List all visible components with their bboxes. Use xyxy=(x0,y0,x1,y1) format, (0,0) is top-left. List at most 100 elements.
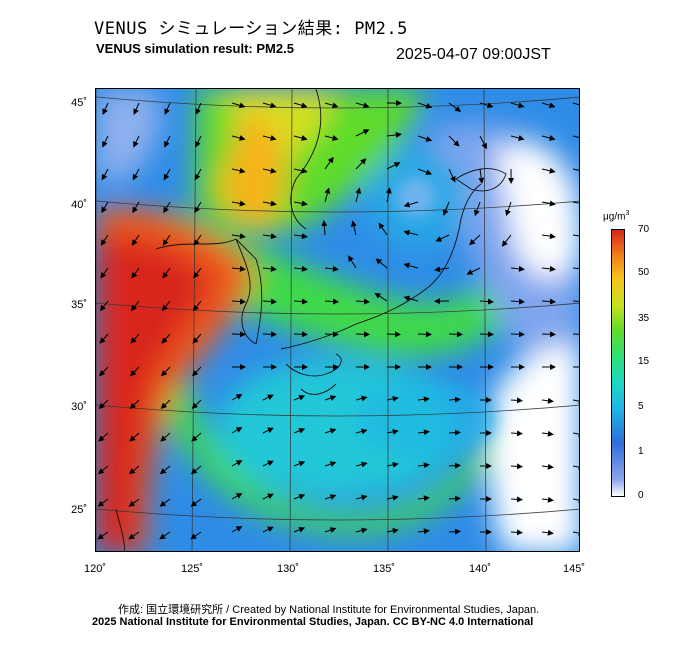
wind-arrow xyxy=(293,526,306,533)
wind-arrow xyxy=(572,168,579,171)
wind-arrow xyxy=(190,498,202,507)
wind-arrow xyxy=(131,234,140,246)
wind-arrow xyxy=(293,265,308,272)
wind-arrow xyxy=(159,465,171,475)
wind-arrow xyxy=(572,102,579,106)
wind-arrow xyxy=(386,527,399,534)
wind-arrow xyxy=(417,462,430,469)
wind-arrow xyxy=(231,427,243,434)
wind-arrow xyxy=(541,529,554,536)
colorbar-tick: 1 xyxy=(638,446,644,457)
wind-arrow xyxy=(324,527,337,533)
wind-arrow xyxy=(541,167,556,174)
wind-arrow xyxy=(378,222,388,236)
wind-arrow xyxy=(97,498,109,507)
wind-arrow xyxy=(293,233,308,240)
wind-arrow xyxy=(324,156,334,170)
wind-arrow xyxy=(130,300,140,312)
wind-arrow xyxy=(128,531,140,540)
wind-arrow xyxy=(572,333,579,335)
wind-arrow xyxy=(262,526,274,533)
wind-arrow xyxy=(417,429,430,436)
wind-arrow xyxy=(162,234,171,246)
title-english: VENUS simulation result: PM2.5 xyxy=(96,41,294,56)
wind-arrow xyxy=(403,295,419,302)
wind-arrow xyxy=(231,331,246,338)
wind-arrow xyxy=(386,428,399,435)
wind-arrow xyxy=(541,233,556,240)
wind-arrow xyxy=(262,460,274,467)
wind-arrow xyxy=(262,102,277,109)
wind-arrow xyxy=(98,432,109,442)
wind-arrow xyxy=(448,135,460,147)
wind-arrow xyxy=(190,465,202,475)
wind-arrow xyxy=(355,129,370,137)
wind-arrow xyxy=(386,461,399,468)
wind-arrow xyxy=(99,300,109,312)
wind-arrow xyxy=(417,396,430,403)
wind-arrow xyxy=(386,395,399,402)
wind-arrow xyxy=(159,498,171,507)
wind-arrow xyxy=(293,200,308,207)
wind-arrow xyxy=(435,234,450,242)
wind-arrow xyxy=(162,267,171,279)
wind-arrow xyxy=(262,135,277,141)
wind-arrow xyxy=(262,167,277,174)
wind-arrow xyxy=(505,201,512,217)
lon-label-125: 125˚ xyxy=(180,563,204,575)
wind-arrow xyxy=(355,102,370,109)
wind-arrow xyxy=(97,531,109,540)
wind-arrow xyxy=(129,399,140,409)
wind-arrow xyxy=(231,265,246,272)
wind-arrow xyxy=(324,298,339,305)
wind-arrow xyxy=(159,531,171,540)
wind-arrow xyxy=(355,461,368,468)
wind-arrow xyxy=(321,220,328,236)
wind-arrow xyxy=(102,135,109,148)
wind-arrow xyxy=(403,201,419,208)
wind-arrow xyxy=(572,201,579,204)
wind-arrow xyxy=(355,428,368,435)
wind-arrow xyxy=(510,298,525,305)
wind-arrow xyxy=(192,333,202,344)
wind-arrow xyxy=(163,201,171,214)
wind-arrow xyxy=(128,498,140,507)
wind-arrow xyxy=(164,135,171,148)
lat-label-30: 30˚ xyxy=(71,401,87,413)
wind-arrow xyxy=(190,531,202,540)
wind-arrow xyxy=(324,494,337,500)
wind-arrow xyxy=(100,234,109,246)
wind-arrow xyxy=(541,430,554,437)
title-japanese: VENUS シミュレーション結果: PM2.5 xyxy=(94,19,408,39)
wind-arrow xyxy=(448,331,463,338)
wind-arrow xyxy=(97,465,109,475)
wind-arrow xyxy=(541,463,554,470)
wind-arrow xyxy=(293,167,308,174)
wind-arrow xyxy=(128,465,140,475)
wind-arrow xyxy=(479,135,487,150)
wind-arrow xyxy=(131,267,140,279)
colorbar-tick: 50 xyxy=(638,267,650,278)
wind-arrow xyxy=(466,267,481,275)
wind-arrow xyxy=(191,399,202,409)
colorbar-tick: 0 xyxy=(638,490,644,501)
wind-arrow xyxy=(293,135,308,141)
wind-vectors xyxy=(97,100,579,540)
wind-arrow xyxy=(510,430,523,437)
colorbar-tick: 5 xyxy=(638,401,644,412)
lat-label-40: 40˚ xyxy=(71,199,87,211)
wind-arrow xyxy=(386,162,401,170)
wind-arrow xyxy=(541,496,554,503)
wind-arrow xyxy=(375,258,388,269)
wind-arrow xyxy=(403,262,419,269)
wind-arrow xyxy=(262,394,274,401)
wind-arrow xyxy=(510,463,523,470)
wind-arrow xyxy=(293,331,308,338)
wind-arrow xyxy=(195,102,202,115)
wind-arrow xyxy=(572,464,579,471)
wind-arrow xyxy=(231,233,246,240)
wind-arrow xyxy=(572,300,579,302)
wind-arrow xyxy=(355,395,368,402)
pm25-map[interactable] xyxy=(95,88,580,552)
wind-arrow xyxy=(293,394,306,401)
